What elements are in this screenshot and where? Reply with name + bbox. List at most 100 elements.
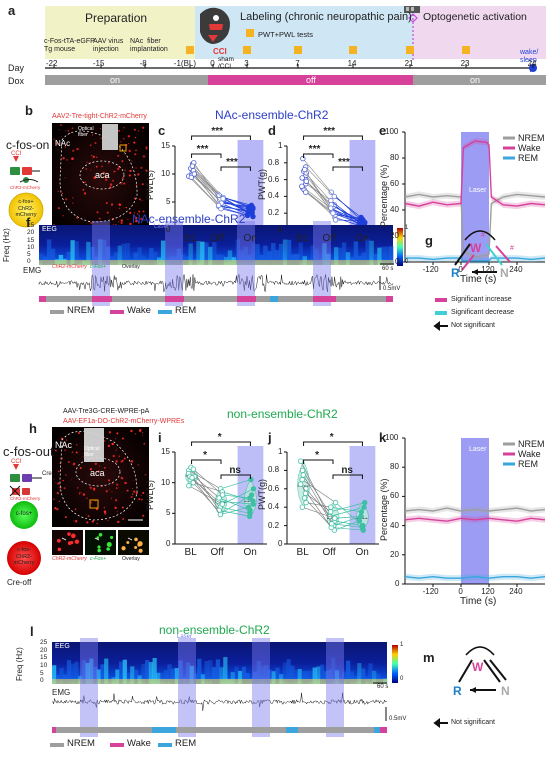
- y-tick-label: 0.8: [268, 157, 280, 167]
- data-point: [191, 171, 198, 177]
- cell-dot: [114, 170, 116, 172]
- panel-label-a: a: [8, 3, 16, 18]
- cell-dot: [134, 216, 138, 220]
- laser-stripe-3: [326, 638, 344, 737]
- error-band-NREM: [405, 191, 545, 260]
- data-point: [250, 498, 256, 504]
- cell-dot: [108, 431, 112, 434]
- data-point: [332, 217, 339, 223]
- freq-tick-20: 20: [40, 646, 48, 654]
- cell-dot: [133, 141, 136, 144]
- nac-label-b: NAc: [55, 139, 71, 148]
- spec-band: [314, 249, 319, 265]
- cell-dot: [79, 492, 81, 494]
- pair-line: [305, 493, 331, 513]
- cell-dot: [130, 459, 134, 463]
- spec-band: [86, 241, 91, 265]
- cell-dot: [122, 518, 125, 520]
- cell-dot: [133, 212, 136, 214]
- spec-band: [208, 246, 213, 265]
- spec-band: [52, 665, 57, 684]
- cell-dot: [102, 171, 106, 175]
- y-tick-label: 5: [166, 508, 171, 518]
- labeling-phase-bg: [195, 6, 413, 59]
- spec-band: [267, 251, 272, 265]
- cell-dot: [123, 457, 126, 460]
- spec-band: [316, 666, 321, 684]
- panel-label-c: c: [158, 123, 166, 138]
- x-tick-label-Off: Off: [210, 233, 224, 244]
- sig-bl-on: [303, 441, 363, 446]
- cell-dot: [90, 502, 93, 504]
- inset-cell: [121, 546, 126, 551]
- delta-band: [52, 679, 387, 684]
- data-point: [215, 202, 222, 209]
- spec-band: [263, 245, 268, 265]
- legend-decrease-swatch: [435, 311, 447, 315]
- spec-band: [197, 658, 202, 684]
- legend-square: [246, 29, 254, 37]
- cell-dot: [89, 467, 93, 471]
- spec-band: [145, 660, 150, 684]
- optical-fiber-h: [84, 428, 104, 462]
- spec-band: [117, 245, 123, 265]
- cell-dot: [103, 510, 107, 513]
- panel-g-transitions: [433, 230, 511, 331]
- y-tick-label: 0: [395, 257, 400, 266]
- cell-dot: [63, 444, 66, 447]
- arrow-w-r-m: [458, 659, 473, 683]
- test-square-4: [406, 46, 414, 54]
- cell-dot: [132, 480, 134, 482]
- cell-dot: [110, 203, 114, 206]
- cre-off-label: Cre-off: [7, 578, 32, 587]
- y-tick-label: 0.4: [268, 502, 280, 512]
- cell-dot: [117, 167, 120, 171]
- spec-band: [98, 239, 103, 265]
- spec-band: [153, 251, 158, 265]
- spec-band: [208, 660, 213, 684]
- hypno-segment-3: [380, 727, 387, 733]
- x-tick-label: 120: [481, 587, 495, 596]
- day-label-4: 0: [210, 59, 215, 68]
- pair-line: [193, 468, 223, 496]
- freq-tick-25: 25: [40, 639, 48, 646]
- cell-dot: [120, 183, 122, 185]
- spec-band: [297, 669, 302, 684]
- y-axis-label: PWL(s): [145, 480, 155, 510]
- aca-label-b: aca: [95, 170, 110, 180]
- data-point: [359, 524, 365, 531]
- x-tick-label-BL: BL: [296, 547, 309, 558]
- data-point: [249, 209, 255, 216]
- cell-dot: [62, 215, 64, 217]
- inset-cell: [57, 547, 62, 552]
- data-point: [357, 220, 363, 226]
- data-point: [331, 193, 337, 200]
- chart-c-pwl: [172, 135, 267, 231]
- freq-tick-0: 0: [40, 677, 44, 685]
- y-tick-label: 20: [390, 231, 399, 240]
- cell-dot: [142, 130, 144, 132]
- cell-dot: [85, 497, 88, 499]
- cell-dot: [91, 488, 93, 490]
- data-point: [301, 495, 308, 501]
- cell-dot: [115, 449, 117, 451]
- freq-tick-5: 5: [27, 251, 31, 259]
- legend-ns-arrow-m: [433, 718, 448, 728]
- data-point: [216, 192, 222, 198]
- spec-band: [74, 241, 79, 265]
- dox-label: Dox: [8, 76, 25, 86]
- cell-dot: [118, 203, 121, 206]
- pair-line: [330, 506, 362, 513]
- cell-dot: [128, 174, 132, 177]
- spec-band: [66, 251, 71, 265]
- day-label-2: -8: [139, 59, 147, 68]
- cell-dot: [121, 160, 124, 163]
- hypno-segment-2: [374, 727, 384, 733]
- spec-band: [322, 243, 327, 265]
- spectrogram-bands-l: [52, 657, 388, 684]
- virus1-h: AAV-Tre3G-CRE-WPRE-pA: [63, 408, 150, 415]
- data-point: [300, 472, 307, 478]
- hypno-legend-swatch-NREM: [50, 743, 64, 747]
- hypno-legend-REM: REM: [175, 305, 197, 316]
- spec-band: [130, 666, 135, 684]
